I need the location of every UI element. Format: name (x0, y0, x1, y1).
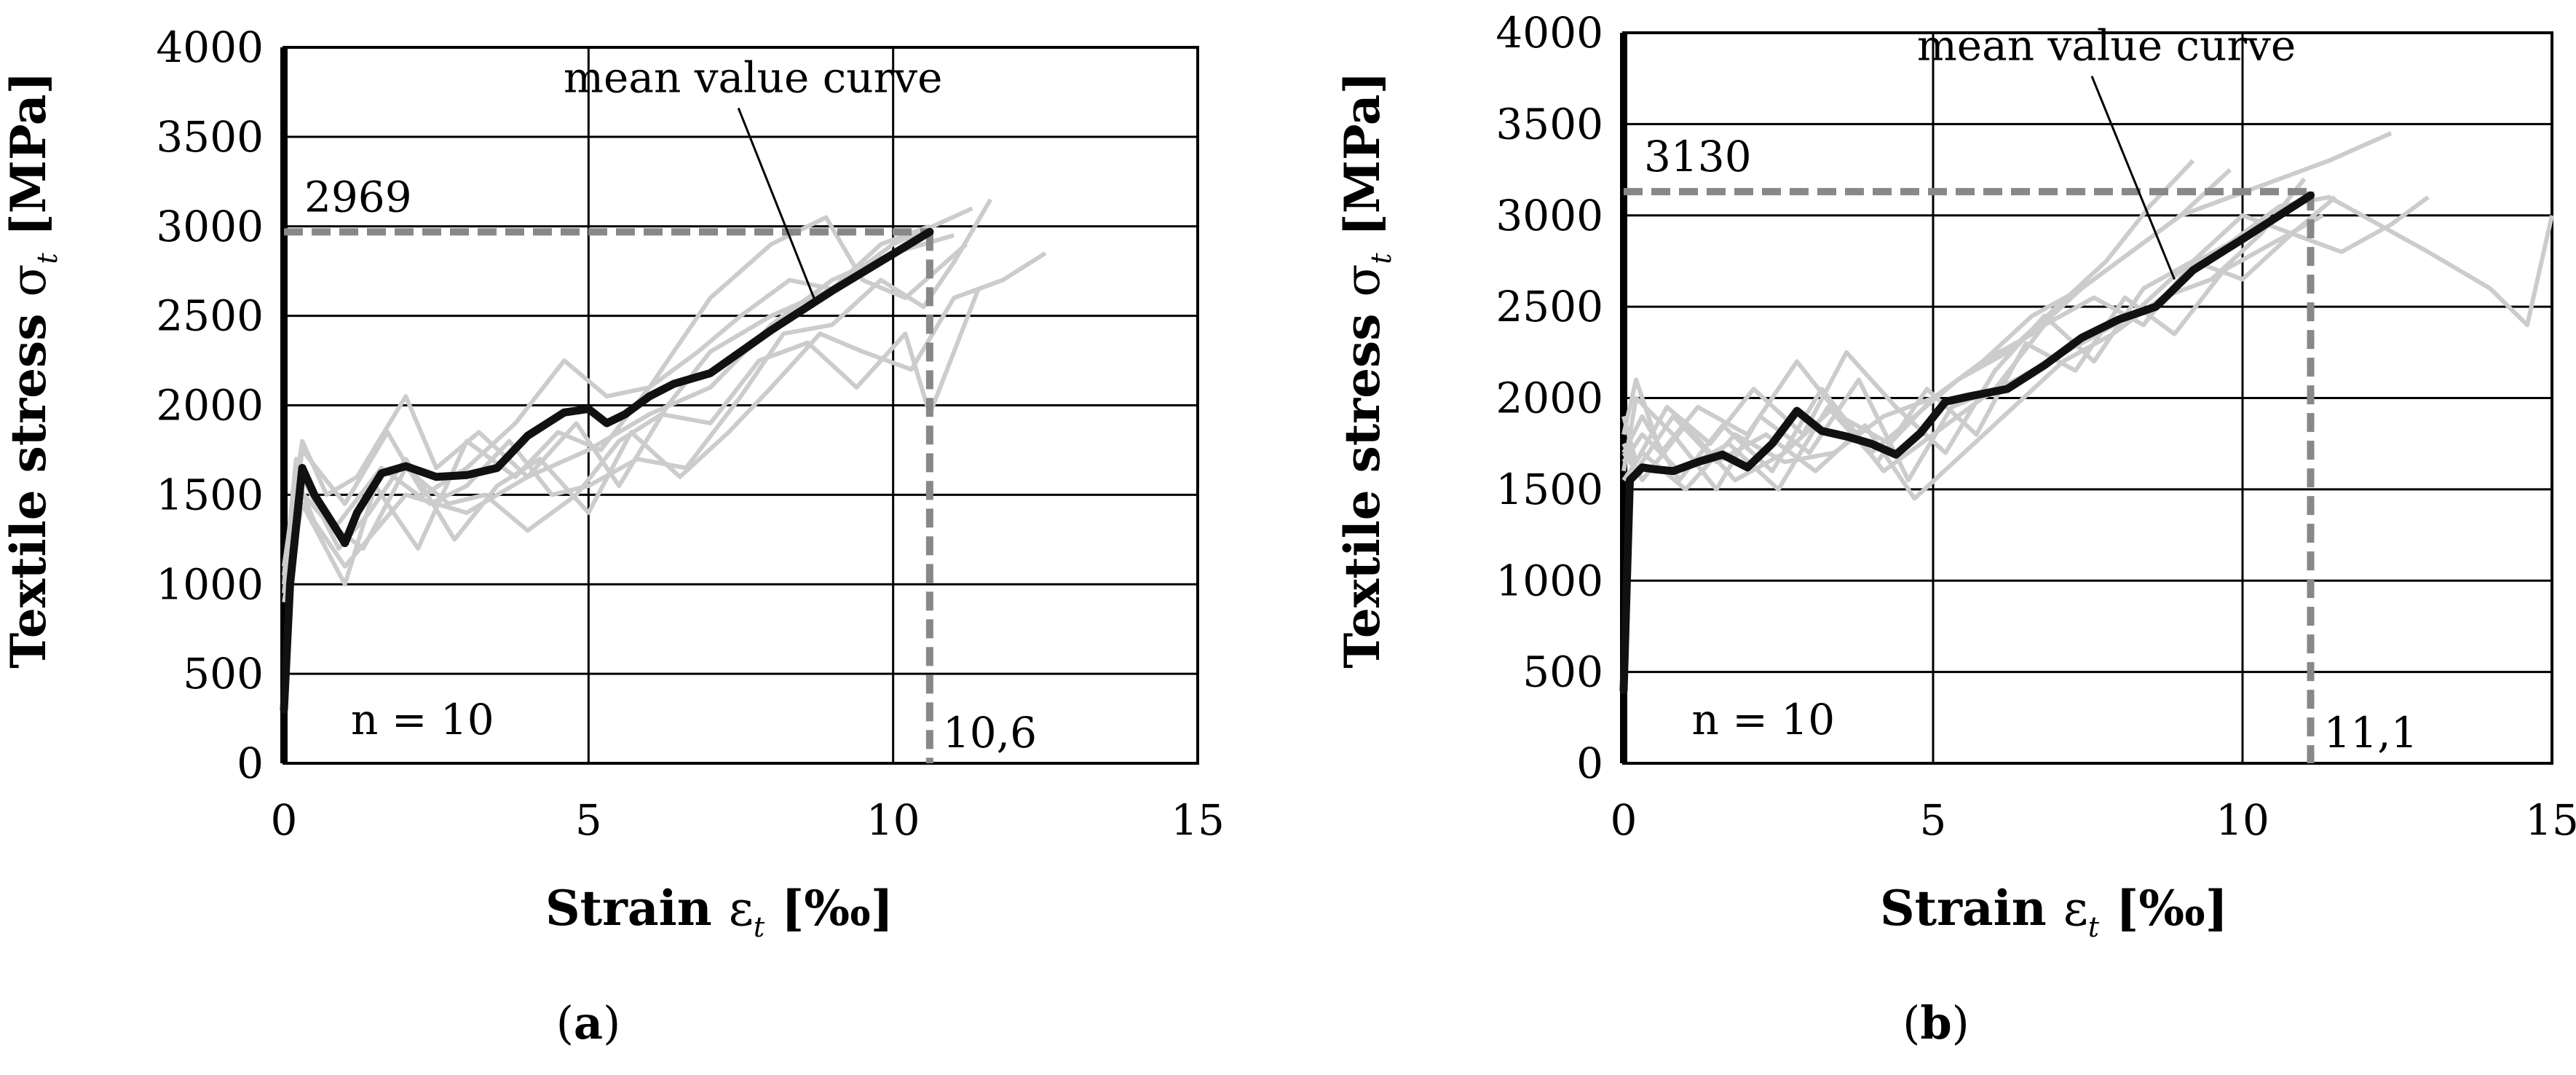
stress-strain-chart-a: 0 500 1000 1500 2000 2500 3000 3500 4000 0 5 10 15 me… (0, 23, 1225, 1050)
y-tick-label: 1500 (156, 470, 264, 519)
y-tick-label: 2000 (1496, 374, 1603, 423)
mean-curve-leader (737, 107, 815, 299)
x-tick-label: 0 (1611, 795, 1637, 845)
sample-count-note: n = 10 (1692, 695, 1836, 744)
mean-curve-label: mean value curve (564, 52, 942, 102)
y-tick-label: 3000 (1496, 191, 1603, 240)
chart-panel-b: 0 500 1000 1500 2000 2500 3000 3500 4000 0 5 10 15 me… (1288, 0, 2576, 1075)
y-axis-title: Textile stress σt [MPa] (1334, 71, 1397, 669)
ultimate-strain-label: 11,1 (2324, 708, 2418, 757)
x-axis-title: Strain εt [‰] (545, 880, 893, 943)
panel-caption: (b) (1903, 996, 1969, 1050)
y-tick-label: 4000 (1496, 8, 1603, 58)
y-tick-label: 1000 (1496, 556, 1603, 605)
specimen-curve (282, 198, 993, 585)
y-tick-label: 2500 (1496, 282, 1603, 331)
y-tick-label: 1500 (1496, 465, 1603, 514)
specimen-curve (1621, 195, 2337, 465)
specimen-curve (1621, 168, 2232, 492)
y-tick-label: 500 (1522, 647, 1603, 697)
y-axis-title: Textile stress σt [MPa] (0, 71, 63, 669)
y-tick-label: 0 (237, 739, 264, 788)
x-tick-label: 10 (866, 795, 920, 845)
x-tick-label: 5 (575, 795, 602, 845)
x-tick-label: 15 (1171, 795, 1225, 845)
y-tick-label: 3000 (156, 202, 264, 251)
mean-value-curve (280, 227, 934, 714)
y-tick-label: 4000 (156, 23, 264, 72)
x-axis-title: Strain εt [‰] (1880, 880, 2228, 943)
y-tick-label: 2000 (156, 381, 264, 430)
sample-count-note: n = 10 (351, 695, 494, 744)
y-tick-label: 1000 (156, 559, 264, 609)
specimen-curve (282, 215, 968, 603)
specimen-curve (1621, 194, 2554, 483)
mean-value-curve (1619, 191, 2315, 695)
y-tick-label: 0 (1576, 739, 1603, 788)
x-tick-label: 15 (2525, 795, 2576, 845)
panel-caption: (a) (556, 996, 621, 1050)
x-tick-label: 0 (271, 795, 298, 845)
y-tick-label: 3500 (1496, 99, 1603, 149)
specimen-curve (282, 224, 931, 594)
chart-panel-a: 0 500 1000 1500 2000 2500 3000 3500 4000 0 5 10 15 me… (0, 23, 1225, 1050)
x-tick-label: 5 (1920, 795, 1947, 845)
specimen-curve (1621, 177, 2307, 501)
ultimate-stress-label: 3130 (1644, 132, 1752, 181)
stress-strain-chart-b: 0 500 1000 1500 2000 2500 3000 3500 4000 0 5 10 15 me… (1334, 8, 2576, 1050)
y-tick-label: 2500 (156, 291, 264, 341)
mean-curve-leader (2090, 76, 2176, 280)
specimen-curve (1621, 159, 2195, 483)
x-tick-label: 10 (2216, 795, 2269, 845)
ultimate-stress-label: 2969 (304, 172, 412, 221)
y-tick-label: 500 (183, 649, 264, 698)
ultimate-strain-label: 10,6 (943, 708, 1037, 757)
y-tick-label: 3500 (156, 112, 264, 162)
mean-curve-label: mean value curve (1917, 21, 2296, 71)
specimen-curve (282, 206, 973, 567)
specimen-curve (282, 288, 981, 576)
